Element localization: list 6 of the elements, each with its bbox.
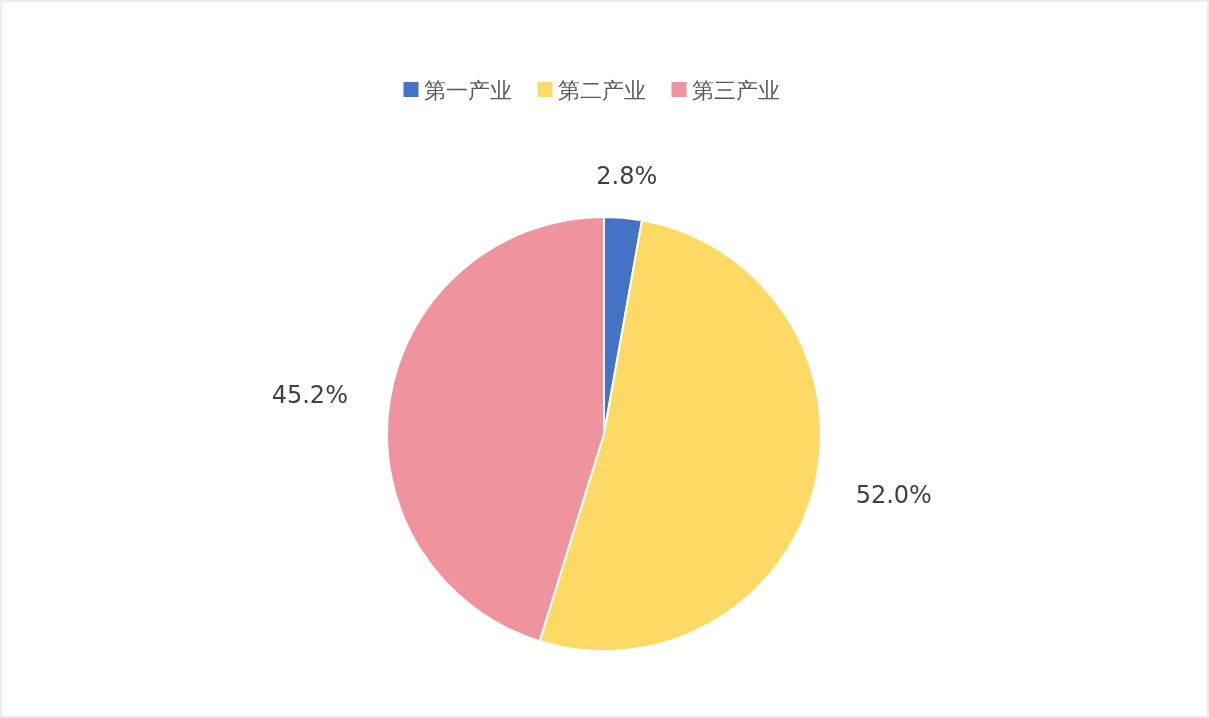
data-label: 52.0%	[855, 481, 932, 510]
data-label: 2.8%	[596, 162, 658, 190]
legend-label: 第三产业	[691, 77, 780, 103]
data-label: 45.2%	[271, 381, 348, 410]
legend-label: 第一产业	[423, 77, 512, 103]
legend-label: 第二产业	[557, 77, 646, 103]
